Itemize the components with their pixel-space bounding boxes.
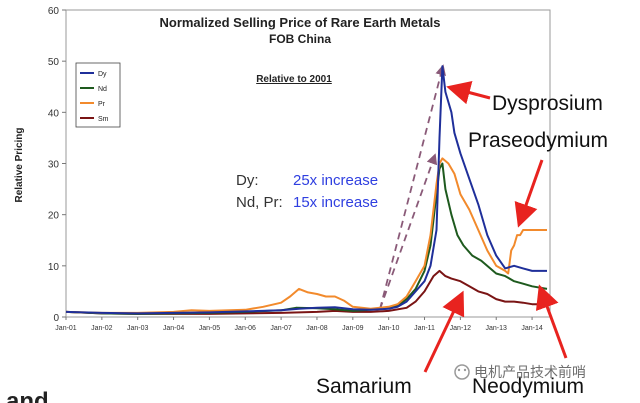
callout-samarium: Samarium bbox=[316, 375, 412, 398]
x-tick-label: Jan-06 bbox=[235, 325, 257, 332]
watermark: 电机产品技术前哨 bbox=[454, 364, 586, 380]
x-tick-label: Jan-14 bbox=[521, 325, 543, 332]
bottom-partial-text: and bbox=[6, 388, 49, 403]
chart-note: Relative to 2001 bbox=[256, 74, 332, 85]
x-tick-label: Jan-04 bbox=[163, 325, 185, 332]
annotation-dy-label: Dy: bbox=[236, 172, 259, 189]
y-tick-label: 40 bbox=[48, 108, 60, 119]
legend-label-dy: Dy bbox=[98, 71, 107, 78]
growth-arrow-ndpr bbox=[379, 153, 438, 310]
x-tick-label: Jan-08 bbox=[306, 325, 328, 332]
callouts: Dysprosium Praseodymium Samarium Neodymi… bbox=[316, 80, 608, 398]
x-tick-label: Jan-01 bbox=[55, 325, 77, 332]
x-tick-label: Jan-12 bbox=[450, 325, 472, 332]
x-tick-label: Jan-07 bbox=[270, 325, 292, 332]
x-tick-label: Jan-03 bbox=[127, 325, 149, 332]
callout-arrow-nd bbox=[535, 284, 568, 359]
legend-label-sm: Sm bbox=[98, 116, 109, 123]
y-tick-label: 20 bbox=[48, 211, 60, 222]
x-tick-label: Jan-09 bbox=[342, 325, 364, 332]
watermark-text: 电机产品技术前哨 bbox=[474, 364, 586, 380]
x-tick-label: Jan-11 bbox=[414, 325, 435, 332]
growth-arrows bbox=[379, 64, 446, 310]
annotation-dy-value: 25x increase bbox=[293, 172, 378, 189]
callout-dysprosium: Dysprosium bbox=[492, 92, 603, 115]
series-line-pr bbox=[65, 157, 547, 314]
watermark-icon bbox=[454, 364, 470, 380]
increase-annotation: Dy: 25x increase Nd, Pr: 15x increase bbox=[236, 172, 378, 211]
x-tick-label: Jan-05 bbox=[199, 325, 221, 332]
y-axis-label: Relative Pricing bbox=[14, 127, 25, 202]
y-tick-label: 10 bbox=[48, 262, 60, 273]
y-axis: 0 10 20 30 40 50 60 bbox=[48, 6, 66, 324]
x-tick-label: Jan-02 bbox=[91, 325, 113, 332]
series-line-dy bbox=[65, 65, 547, 315]
series-line-sm bbox=[65, 269, 547, 315]
x-tick-label: Jan-10 bbox=[378, 325, 400, 332]
callout-arrow-sm bbox=[423, 290, 465, 373]
legend-label-nd: Nd bbox=[98, 86, 107, 93]
x-axis: Jan-01 Jan-02 Jan-03 Jan-04 Jan-05 Jan-06 Jan-… bbox=[55, 317, 543, 332]
x-tick-label: Jan-13 bbox=[486, 325, 508, 332]
y-tick-label: 60 bbox=[48, 6, 60, 17]
callout-arrow-pr bbox=[514, 159, 544, 228]
y-tick-label: 30 bbox=[48, 160, 60, 171]
chart-title: Normalized Selling Price of Rare Earth M… bbox=[159, 15, 440, 30]
y-tick-label: 50 bbox=[48, 57, 60, 68]
series-group bbox=[65, 65, 548, 315]
callout-neodymium: Neodymium bbox=[472, 375, 584, 398]
legend: Dy Nd Pr Sm bbox=[75, 62, 121, 128]
chart-subtitle: FOB China bbox=[269, 32, 331, 46]
annotation-ndpr-value: 15x increase bbox=[293, 194, 378, 211]
y-tick-label: 0 bbox=[53, 313, 59, 324]
legend-label-pr: Pr bbox=[98, 101, 106, 108]
growth-arrow-dy bbox=[379, 64, 446, 310]
plot-area bbox=[65, 9, 551, 318]
callout-arrow-dy bbox=[446, 80, 491, 105]
annotation-ndpr-label: Nd, Pr: bbox=[236, 194, 283, 211]
callout-praseodymium: Praseodymium bbox=[468, 129, 608, 152]
